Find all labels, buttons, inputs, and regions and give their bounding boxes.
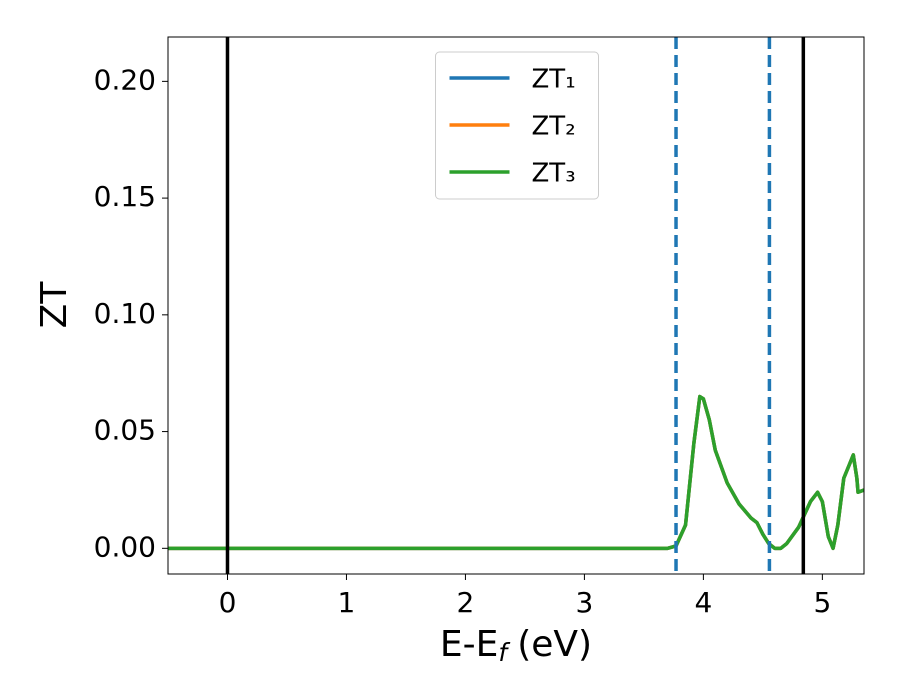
y-axis-label: ZT — [34, 281, 75, 329]
y-tick-label: 0.15 — [94, 180, 156, 213]
plot-frame — [167, 36, 865, 575]
legend-label: ZT₂ — [532, 112, 576, 142]
x-label-main: E-E — [440, 624, 498, 665]
x-tick-label: 3 — [575, 586, 593, 619]
x-tick-label: 0 — [219, 586, 237, 619]
x-tick-label: 1 — [338, 586, 356, 619]
x-tick-label: 5 — [813, 586, 831, 619]
legend-box — [435, 51, 599, 200]
y-tick-label: 0.20 — [94, 63, 156, 96]
legend-label: ZT₃ — [532, 159, 576, 189]
y-tick-label: 0.00 — [94, 530, 156, 563]
x-axis-label: E-Ef (eV) — [440, 624, 592, 667]
x-label-sub: f — [498, 638, 510, 667]
series-line — [168, 394, 864, 551]
x-tick-label: 2 — [457, 586, 475, 619]
y-tick-label: 0.10 — [94, 297, 156, 330]
legend-label: ZT₁ — [532, 65, 576, 95]
x-label-unit: (eV) — [517, 624, 592, 665]
plot-area — [168, 37, 864, 574]
x-tick-label: 4 — [694, 586, 712, 619]
y-tick-label: 0.05 — [94, 414, 156, 447]
